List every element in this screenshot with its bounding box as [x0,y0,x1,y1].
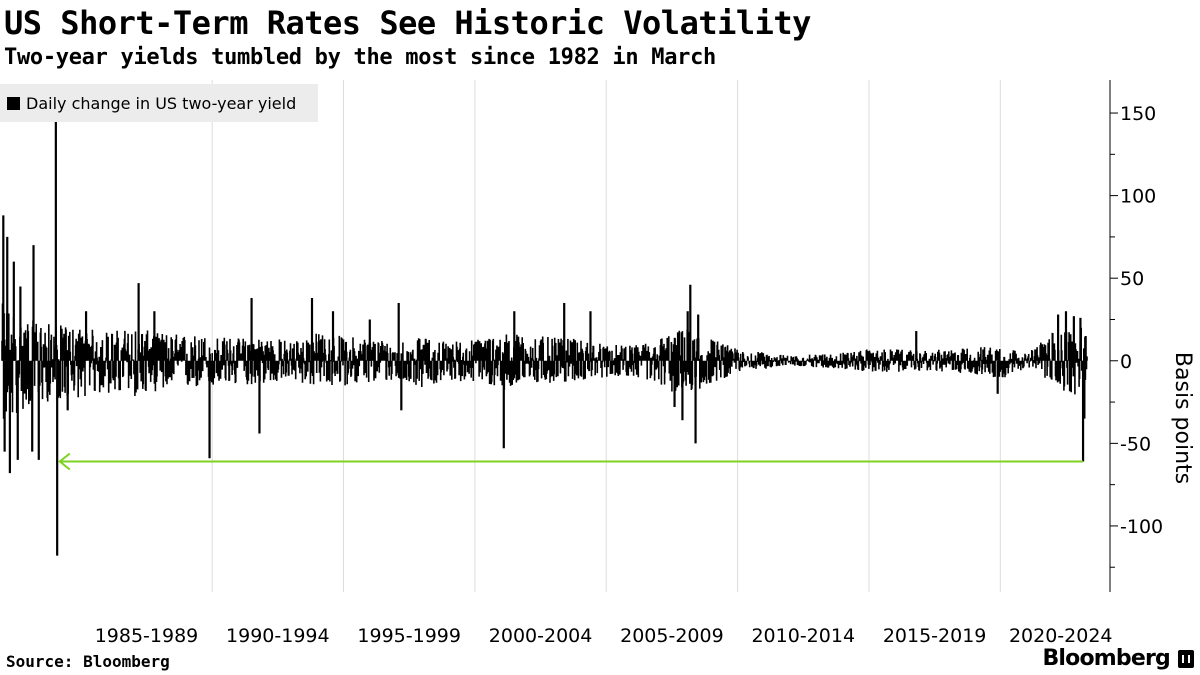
gridlines [211,80,1001,592]
x-axis: 1985-1989 1990-1994 1995-1999 2000-2004 2005… [95,625,1113,647]
chart-subtitle: Two-year yields tumbled by the most sinc… [4,45,716,70]
y-tick-label: -100 [1120,516,1163,538]
yield-change-chart: 150 100 50 0 -50 -100 1985-1989 1990-1994 1995-… [0,80,1195,647]
y-tick-label: 0 [1120,351,1132,373]
y-tick-label: 150 [1120,103,1156,125]
legend-background [0,84,318,122]
legend-swatch [7,97,20,110]
chart-title: US Short-Term Rates See Historic Volatil… [4,4,811,42]
bloomberg-logo: Bloomberg [1042,646,1170,671]
arrow-head [58,452,71,471]
source-note: Source: Bloomberg [6,652,170,671]
y-axis-label: Basis points [1170,352,1195,484]
x-tick-label: 2015-2019 [883,625,987,647]
x-tick-label: 1990-1994 [226,625,330,647]
legend: Daily change in US two-year yield [0,84,318,122]
legend-label: Daily change in US two-year yield [26,94,296,113]
x-tick-label: 1995-1999 [357,625,461,647]
y-tick-label: 100 [1120,186,1156,208]
bloomberg-terminal-icon [1178,650,1194,668]
x-tick-label: 2000-2004 [489,625,593,647]
x-tick-label: 2020-2024 [1009,625,1113,647]
y-tick-label: 50 [1120,268,1144,290]
daily-change-spikes [1,303,1088,419]
x-tick-label: 2005-2009 [620,625,724,647]
annotation-arrow [58,452,1084,471]
y-axis: 150 100 50 0 -50 -100 [1109,80,1163,592]
y-tick-label: -50 [1120,433,1151,455]
daily-change-series [1,121,1088,556]
x-tick-label: 1985-1989 [95,625,199,647]
x-tick-label: 2010-2014 [751,625,855,647]
